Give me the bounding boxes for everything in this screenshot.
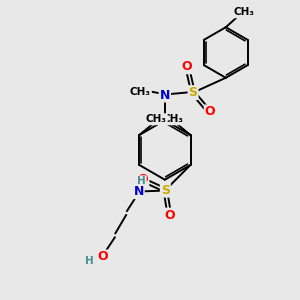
Text: H: H (85, 256, 94, 266)
Text: N: N (160, 88, 170, 101)
Text: S: S (189, 86, 198, 99)
Text: N: N (134, 185, 144, 198)
Text: S: S (161, 184, 170, 196)
Text: H: H (137, 176, 146, 186)
Text: O: O (97, 250, 108, 263)
Text: CH₃: CH₃ (146, 114, 167, 124)
Text: O: O (205, 106, 215, 118)
Text: O: O (138, 173, 148, 186)
Text: CH₃: CH₃ (163, 114, 184, 124)
Text: CH₃: CH₃ (234, 8, 255, 17)
Text: O: O (164, 208, 175, 222)
Text: CH₃: CH₃ (130, 87, 151, 97)
Text: O: O (182, 60, 193, 73)
